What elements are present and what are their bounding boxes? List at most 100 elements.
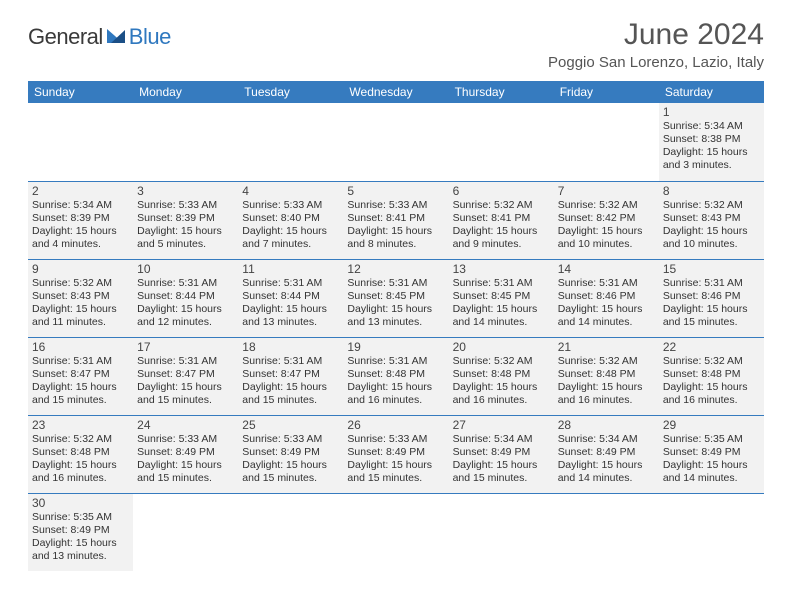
sunset-text: Sunset: 8:45 PM <box>347 290 444 303</box>
daylight-text: and 11 minutes. <box>32 316 129 329</box>
daylight-text: Daylight: 15 hours <box>453 459 550 472</box>
sunrise-text: Sunrise: 5:34 AM <box>453 433 550 446</box>
sunrise-text: Sunrise: 5:35 AM <box>663 433 760 446</box>
daylight-text: and 16 minutes. <box>347 394 444 407</box>
day-number: 1 <box>663 105 760 119</box>
daylight-text: and 15 minutes. <box>347 472 444 485</box>
day-number: 24 <box>137 418 234 432</box>
daylight-text: and 10 minutes. <box>663 238 760 251</box>
calendar-cell <box>449 103 554 181</box>
calendar-row: 1Sunrise: 5:34 AMSunset: 8:38 PMDaylight… <box>28 103 764 181</box>
daylight-text: Daylight: 15 hours <box>558 381 655 394</box>
sunset-text: Sunset: 8:46 PM <box>558 290 655 303</box>
daylight-text: Daylight: 15 hours <box>453 225 550 238</box>
daylight-text: Daylight: 15 hours <box>32 381 129 394</box>
sunrise-text: Sunrise: 5:31 AM <box>347 277 444 290</box>
day-number: 25 <box>242 418 339 432</box>
sunrise-text: Sunrise: 5:31 AM <box>32 355 129 368</box>
daylight-text: Daylight: 15 hours <box>242 225 339 238</box>
daylight-text: Daylight: 15 hours <box>32 303 129 316</box>
day-number: 30 <box>32 496 129 510</box>
daylight-text: and 15 minutes. <box>32 394 129 407</box>
col-sunday: Sunday <box>28 81 133 103</box>
calendar-cell: 19Sunrise: 5:31 AMSunset: 8:48 PMDayligh… <box>343 337 448 415</box>
day-number: 4 <box>242 184 339 198</box>
calendar-cell: 25Sunrise: 5:33 AMSunset: 8:49 PMDayligh… <box>238 415 343 493</box>
sunrise-text: Sunrise: 5:32 AM <box>453 355 550 368</box>
day-number: 20 <box>453 340 550 354</box>
day-number: 23 <box>32 418 129 432</box>
sunset-text: Sunset: 8:48 PM <box>453 368 550 381</box>
sunset-text: Sunset: 8:48 PM <box>347 368 444 381</box>
calendar-cell: 28Sunrise: 5:34 AMSunset: 8:49 PMDayligh… <box>554 415 659 493</box>
sunrise-text: Sunrise: 5:32 AM <box>558 199 655 212</box>
sunset-text: Sunset: 8:48 PM <box>32 446 129 459</box>
sunset-text: Sunset: 8:39 PM <box>137 212 234 225</box>
day-number: 17 <box>137 340 234 354</box>
calendar-cell: 2Sunrise: 5:34 AMSunset: 8:39 PMDaylight… <box>28 181 133 259</box>
day-number: 18 <box>242 340 339 354</box>
daylight-text: and 16 minutes. <box>663 394 760 407</box>
daylight-text: and 15 minutes. <box>137 394 234 407</box>
daylight-text: Daylight: 15 hours <box>347 225 444 238</box>
calendar-cell: 5Sunrise: 5:33 AMSunset: 8:41 PMDaylight… <box>343 181 448 259</box>
calendar-cell <box>238 493 343 571</box>
calendar-cell <box>28 103 133 181</box>
sunrise-text: Sunrise: 5:34 AM <box>32 199 129 212</box>
sunset-text: Sunset: 8:49 PM <box>347 446 444 459</box>
daylight-text: Daylight: 15 hours <box>137 225 234 238</box>
sunset-text: Sunset: 8:46 PM <box>663 290 760 303</box>
calendar-cell <box>554 103 659 181</box>
logo-text-blue: Blue <box>129 24 171 50</box>
sunrise-text: Sunrise: 5:33 AM <box>137 199 234 212</box>
daylight-text: Daylight: 15 hours <box>242 303 339 316</box>
sunrise-text: Sunrise: 5:32 AM <box>32 433 129 446</box>
daylight-text: and 4 minutes. <box>32 238 129 251</box>
calendar-cell: 17Sunrise: 5:31 AMSunset: 8:47 PMDayligh… <box>133 337 238 415</box>
day-number: 26 <box>347 418 444 432</box>
day-number: 13 <box>453 262 550 276</box>
daylight-text: Daylight: 15 hours <box>137 303 234 316</box>
col-friday: Friday <box>554 81 659 103</box>
calendar-row: 2Sunrise: 5:34 AMSunset: 8:39 PMDaylight… <box>28 181 764 259</box>
sunset-text: Sunset: 8:48 PM <box>558 368 655 381</box>
sunset-text: Sunset: 8:38 PM <box>663 133 760 146</box>
sunrise-text: Sunrise: 5:35 AM <box>32 511 129 524</box>
calendar-cell: 23Sunrise: 5:32 AMSunset: 8:48 PMDayligh… <box>28 415 133 493</box>
sunset-text: Sunset: 8:44 PM <box>242 290 339 303</box>
day-number: 10 <box>137 262 234 276</box>
sunset-text: Sunset: 8:49 PM <box>242 446 339 459</box>
month-title: June 2024 <box>548 18 764 52</box>
calendar-cell <box>343 493 448 571</box>
daylight-text: and 14 minutes. <box>558 316 655 329</box>
daylight-text: Daylight: 15 hours <box>347 381 444 394</box>
day-number: 21 <box>558 340 655 354</box>
sunrise-text: Sunrise: 5:31 AM <box>137 277 234 290</box>
sunrise-text: Sunrise: 5:34 AM <box>558 433 655 446</box>
day-number: 3 <box>137 184 234 198</box>
daylight-text: Daylight: 15 hours <box>558 225 655 238</box>
daylight-text: and 12 minutes. <box>137 316 234 329</box>
sunset-text: Sunset: 8:39 PM <box>32 212 129 225</box>
calendar-row: 23Sunrise: 5:32 AMSunset: 8:48 PM Dayligh… <box>28 415 764 493</box>
calendar-cell: 20Sunrise: 5:32 AMSunset: 8:48 PMDayligh… <box>449 337 554 415</box>
daylight-text: Daylight: 15 hours <box>663 381 760 394</box>
daylight-text: and 15 minutes. <box>663 316 760 329</box>
calendar-cell: 21Sunrise: 5:32 AMSunset: 8:48 PMDayligh… <box>554 337 659 415</box>
calendar-cell: 15Sunrise: 5:31 AMSunset: 8:46 PMDayligh… <box>659 259 764 337</box>
daylight-text: Daylight: 15 hours <box>663 225 760 238</box>
sunset-text: Sunset: 8:49 PM <box>663 446 760 459</box>
location-text: Poggio San Lorenzo, Lazio, Italy <box>548 54 764 71</box>
calendar-cell: 29Sunrise: 5:35 AMSunset: 8:49 PMDayligh… <box>659 415 764 493</box>
header-row: Sunday Monday Tuesday Wednesday Thursday… <box>28 81 764 103</box>
logo-text-general: General <box>28 24 103 50</box>
sunrise-text: Sunrise: 5:33 AM <box>242 199 339 212</box>
day-number: 28 <box>558 418 655 432</box>
daylight-text: and 15 minutes. <box>137 472 234 485</box>
daylight-text: and 9 minutes. <box>453 238 550 251</box>
calendar-cell: 1Sunrise: 5:34 AMSunset: 8:38 PMDaylight… <box>659 103 764 181</box>
calendar-cell: 16Sunrise: 5:31 AMSunset: 8:47 PMDayligh… <box>28 337 133 415</box>
sunrise-text: Sunrise: 5:33 AM <box>137 433 234 446</box>
sunset-text: Sunset: 8:45 PM <box>453 290 550 303</box>
day-number: 6 <box>453 184 550 198</box>
